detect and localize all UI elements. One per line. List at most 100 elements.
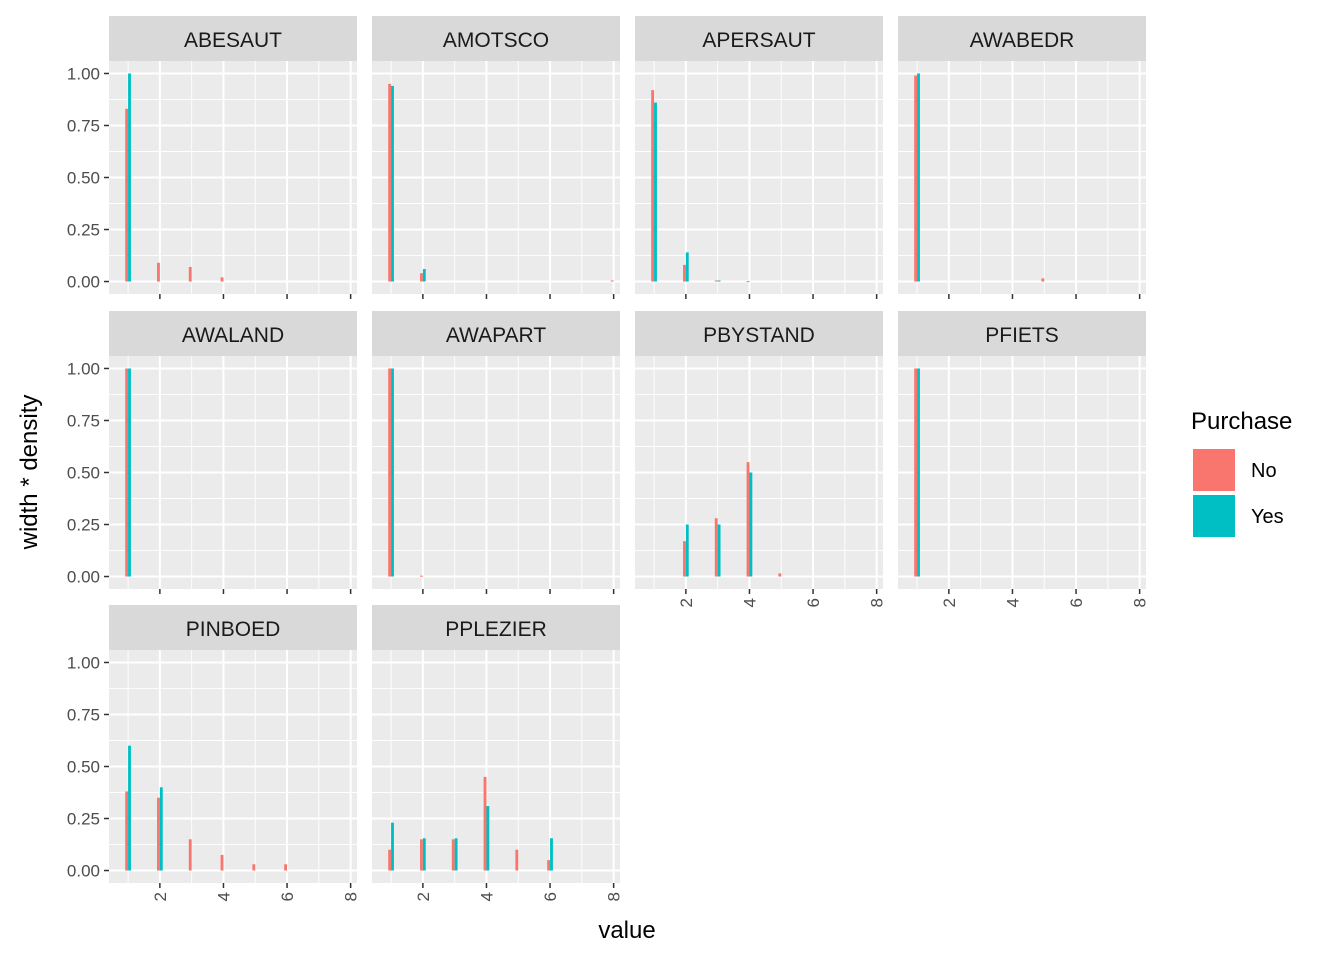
bar-no [125,791,129,871]
bar-no [125,368,129,577]
bar-no [746,462,750,577]
y-tick-label: 0.25 [67,810,100,829]
x-tick-label: 6 [1067,598,1086,607]
y-tick-label: 0.50 [67,758,100,777]
bar-no [388,83,392,282]
legend-key-no [1193,449,1235,491]
bar-yes [391,822,394,871]
facet-panels: ABESAUT 0.00 0.25 0.50 0.75 1.00 AMOTSCO APERSA… [67,16,1150,901]
facet-panel-pplezier: PPLEZIER 2 4 6 8 [372,605,624,901]
facet-strip [635,16,883,61]
bar-yes [685,524,689,577]
legend-label: Yes [1251,506,1284,528]
facet-panel-awapart: AWAPART [372,311,620,594]
bar-yes [159,787,163,871]
y-axis-title: width * density [16,395,43,551]
y-tick-label: 0.75 [67,705,100,724]
bar-no [778,573,782,577]
bar-yes [685,252,689,282]
facet-panel-awabedr: AWABEDR [898,16,1146,299]
bar-no [388,849,392,871]
bar-no [188,266,192,282]
x-tick-label: 8 [868,598,887,607]
y-tick-label: 1.00 [67,359,100,378]
legend-item-yes: Yes [1193,495,1284,537]
x-tick-label: 2 [414,892,433,901]
legend-item-no: No [1193,449,1277,491]
facet-strip-label: AWAPART [446,324,547,347]
bar-yes [128,73,131,282]
bar-no [420,839,423,871]
bar-yes [486,806,490,871]
y-tick-label: 1.00 [67,64,100,83]
x-tick-label: 6 [804,598,823,607]
facet-panel-awaland: AWALAND 0.00 0.25 0.50 0.75 1.00 [67,311,357,594]
facet-panel-pbystand: PBYSTAND 2 4 6 8 [635,311,887,607]
bar-no [420,273,423,282]
facet-strip-label: AMOTSCO [443,29,549,52]
facet-strip-label: PFIETS [985,324,1059,347]
bar-no [220,277,224,282]
bar-no [451,839,455,871]
x-tick-label: 8 [605,892,624,901]
facet-strip-label: APERSAUT [702,29,815,52]
facet-panel-pinboed: PINBOED 0.00 0.25 0.50 0.75 1.00 2 4 6 8 [67,605,361,901]
y-tick-label: 0.25 [67,516,100,535]
y-tick-label: 0.00 [67,273,100,292]
bar-yes [717,524,721,577]
bar-yes [454,838,458,871]
bar-no [125,108,129,282]
bar-yes [654,102,657,282]
legend: Purchase No Yes [1191,408,1292,537]
x-tick-label: 4 [214,892,233,901]
bar-no [420,575,423,577]
x-tick-label: 2 [940,598,959,607]
bar-no [683,264,686,282]
facet-panel-apersaut: APERSAUT [635,16,883,299]
x-tick-label: 2 [151,892,170,901]
facet-strip [109,605,357,650]
facet-strip [372,311,620,356]
y-tick-label: 0.75 [67,116,100,135]
facet-strip-label: PBYSTAND [703,324,815,347]
bar-no [547,860,551,871]
facet-strip [635,311,883,356]
x-tick-label: 8 [342,892,361,901]
bar-no [914,75,918,282]
facet-strip [109,16,357,61]
bar-no [610,280,614,282]
bar-no [252,864,256,871]
bar-yes [128,368,131,577]
facet-strip-label: ABESAUT [184,29,282,52]
facet-strip [372,605,620,650]
x-tick-label: 4 [740,598,759,607]
bar-no [714,518,718,577]
facet-strip-label: PPLEZIER [445,618,547,641]
y-tick-label: 0.50 [67,169,100,188]
bar-yes [128,745,131,871]
bar-no [483,776,487,871]
facet-panel-amotsco: AMOTSCO [372,16,620,299]
bar-yes [422,269,426,282]
bar-no [388,368,392,577]
legend-key-yes [1193,495,1235,537]
bar-no [746,281,750,283]
facet-strip [372,16,620,61]
bar-no [515,849,519,871]
bar-no [284,864,288,871]
bar-yes [422,838,426,871]
x-tick-label: 8 [1131,598,1150,607]
facet-strip-label: AWABEDR [970,29,1075,52]
bar-no [157,262,160,282]
facet-panel-abesaut: ABESAUT 0.00 0.25 0.50 0.75 1.00 [67,16,357,299]
y-tick-label: 0.00 [67,862,100,881]
x-tick-label: 6 [278,892,297,901]
y-tick-label: 0.00 [67,568,100,587]
bar-yes [550,838,553,871]
bar-no [914,368,918,577]
facet-panel-pfiets: PFIETS 2 4 6 8 [898,311,1150,607]
facet-strip-label: AWALAND [182,324,284,347]
bar-yes [749,472,753,577]
